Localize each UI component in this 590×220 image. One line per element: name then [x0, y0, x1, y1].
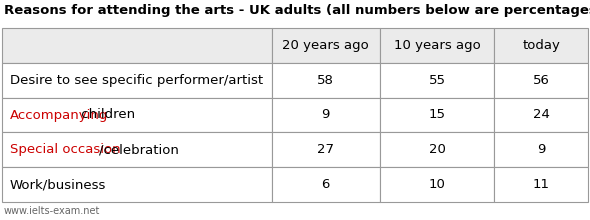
Bar: [2, 28, 271, 63]
Text: 58: 58: [317, 74, 334, 87]
Bar: [380, 167, 494, 202]
Text: 9: 9: [537, 143, 545, 156]
Bar: [271, 167, 380, 202]
Text: 55: 55: [428, 74, 445, 87]
Text: children: children: [77, 108, 135, 121]
Bar: [271, 98, 380, 132]
Text: 27: 27: [317, 143, 335, 156]
Text: Accompanying: Accompanying: [10, 108, 109, 121]
Bar: [380, 28, 494, 63]
Text: 15: 15: [428, 108, 445, 121]
Text: /celebration: /celebration: [99, 143, 179, 156]
Bar: [2, 132, 271, 167]
Bar: [271, 63, 380, 98]
Bar: [380, 132, 494, 167]
Bar: [380, 98, 494, 132]
Text: today: today: [522, 39, 560, 52]
Text: Special occasion: Special occasion: [10, 143, 120, 156]
Bar: [494, 98, 588, 132]
Text: 9: 9: [322, 108, 330, 121]
Bar: [2, 63, 271, 98]
Text: 20 years ago: 20 years ago: [283, 39, 369, 52]
Bar: [494, 167, 588, 202]
Text: 56: 56: [533, 74, 549, 87]
Bar: [494, 132, 588, 167]
Text: 11: 11: [533, 178, 550, 191]
Text: Desire to see specific performer/artist: Desire to see specific performer/artist: [10, 74, 263, 87]
Bar: [494, 28, 588, 63]
Bar: [494, 63, 588, 98]
Bar: [2, 167, 271, 202]
Bar: [380, 63, 494, 98]
Text: 10: 10: [429, 178, 445, 191]
Bar: [2, 98, 271, 132]
Text: www.ielts-exam.net: www.ielts-exam.net: [4, 206, 100, 216]
Text: 24: 24: [533, 108, 549, 121]
Bar: [271, 132, 380, 167]
Text: Work/business: Work/business: [10, 178, 106, 191]
Text: 20: 20: [429, 143, 445, 156]
Text: 10 years ago: 10 years ago: [394, 39, 480, 52]
Bar: [271, 28, 380, 63]
Text: Reasons for attending the arts - UK adults (all numbers below are percentages): Reasons for attending the arts - UK adul…: [4, 4, 590, 17]
Text: 6: 6: [322, 178, 330, 191]
